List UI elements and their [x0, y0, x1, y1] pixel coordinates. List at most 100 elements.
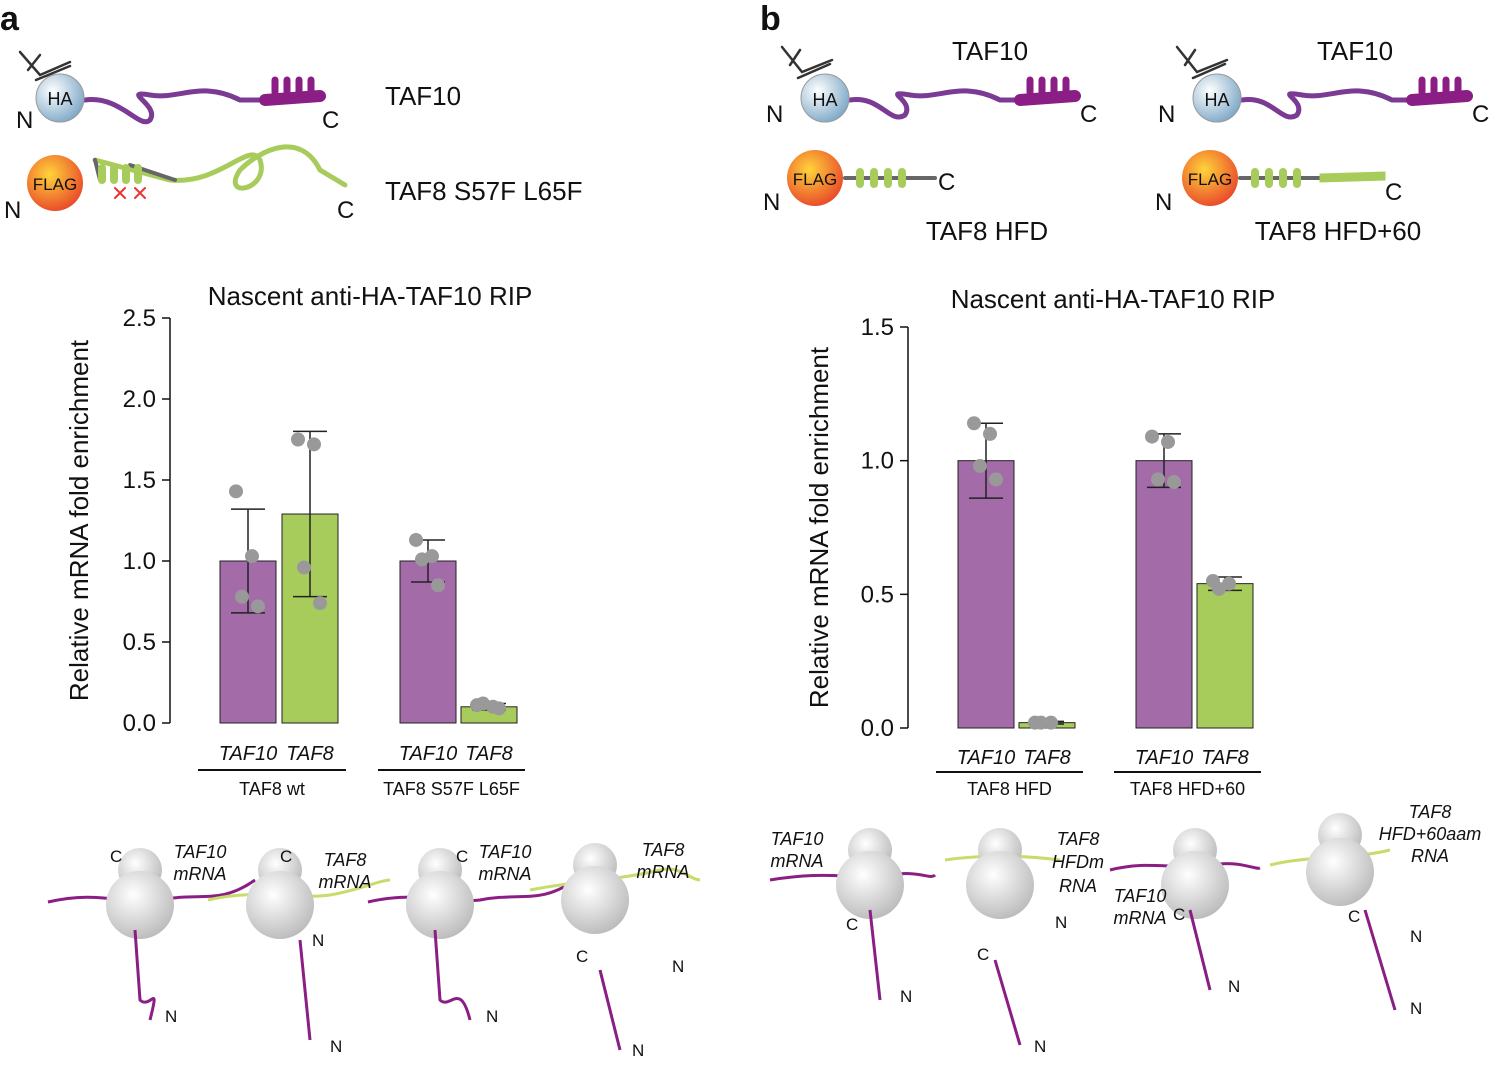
- x-tick-label: TAF8: [1201, 747, 1248, 769]
- diagram-label: FLAG: [1188, 170, 1232, 189]
- chart-title: Nascent anti-HA-TAF10 RIP: [208, 281, 533, 311]
- diagram-label: HFDm: [1052, 852, 1104, 872]
- diagram-label: N: [1155, 189, 1172, 216]
- x-tick-label: TAF10: [1135, 747, 1194, 769]
- y-tick-label: 1.0: [123, 548, 156, 575]
- diagram-label: TAF8: [642, 840, 685, 860]
- bar: [399, 560, 457, 724]
- diagram-label: mRNA: [479, 864, 532, 884]
- y-tick-label: 0.5: [861, 581, 894, 608]
- diagram-label: C: [1348, 907, 1360, 926]
- y-tick-label: 1.0: [861, 448, 894, 475]
- diagram-label: C: [977, 945, 989, 964]
- diagram-label: N: [165, 1007, 177, 1026]
- diagram-label: C: [846, 915, 858, 934]
- data-point: [291, 432, 305, 447]
- panel-label: b: [760, 0, 781, 38]
- diagram-label: mRNA: [637, 862, 690, 882]
- y-tick-label: 0.0: [123, 710, 156, 737]
- diagram-label: TAF10: [479, 842, 532, 862]
- diagram-label: FLAG: [33, 175, 77, 194]
- diagram-label: C: [1173, 905, 1185, 924]
- diagram-label: C: [1472, 101, 1489, 128]
- data-point: [313, 596, 327, 611]
- diagram-label: N: [330, 1037, 342, 1056]
- diagram-label: C: [110, 847, 122, 866]
- diagram-label: TAF10: [1114, 886, 1167, 906]
- data-point: [251, 599, 265, 614]
- y-tick-label: 0.0: [861, 715, 894, 742]
- data-point: [431, 578, 445, 593]
- x-tick-label: TAF10: [957, 747, 1016, 769]
- data-point: [1212, 581, 1226, 596]
- diagram-label: FLAG: [793, 170, 837, 189]
- diagram-label: RNA: [1059, 876, 1097, 896]
- x-tick-label: TAF8: [465, 743, 512, 765]
- data-point: [989, 472, 1003, 487]
- diagram-label: C: [337, 197, 354, 224]
- diagram-label: HFD+60aam: [1379, 824, 1482, 844]
- panel-label: a: [0, 0, 20, 38]
- y-axis-label: Relative mRNA fold enrichment: [64, 339, 94, 701]
- diagram-label: TAF8: [1057, 829, 1100, 849]
- data-point: [297, 560, 311, 575]
- x-tick-label: TAF8: [1023, 747, 1070, 769]
- diagram-label: TAF8: [324, 850, 367, 870]
- data-point: [245, 549, 259, 564]
- diagram-label: HA: [812, 90, 837, 110]
- diagram-label: N: [1158, 101, 1175, 128]
- data-point: [973, 459, 987, 474]
- y-tick-label: 1.5: [123, 467, 156, 494]
- data-point: [1034, 715, 1048, 730]
- data-point: [1145, 429, 1159, 444]
- diagram-label: N: [16, 107, 33, 134]
- diagram-label: N: [763, 189, 780, 216]
- diagram-label: N: [672, 957, 684, 976]
- diagram-label: mRNA: [319, 872, 372, 892]
- ribosome-diagrams: [47, 813, 1397, 1051]
- data-point: [983, 426, 997, 441]
- data-point: [967, 416, 981, 431]
- data-point: [235, 589, 249, 604]
- y-tick-label: 2.5: [123, 305, 156, 332]
- diagram-label: N: [1410, 927, 1422, 946]
- diagram-label: N: [312, 931, 324, 950]
- group-label: TAF8 HFD+60: [1130, 779, 1245, 799]
- diagram-label: C: [322, 107, 339, 134]
- data-point: [409, 532, 423, 547]
- data-point: [307, 437, 321, 452]
- x-tick-label: TAF8: [286, 743, 333, 765]
- chart-title: Nascent anti-HA-TAF10 RIP: [951, 284, 1276, 314]
- data-point: [1151, 472, 1165, 487]
- diagram-label: mRNA: [771, 851, 824, 871]
- x-tick-label: TAF10: [399, 743, 458, 765]
- group-label: TAF8 HFD: [967, 779, 1052, 799]
- diagram-label: N: [1228, 977, 1240, 996]
- diagram-label: C: [456, 847, 468, 866]
- diagram-label: TAF8: [1409, 802, 1452, 822]
- diagram-label: C: [576, 947, 588, 966]
- diagram-label: HA: [1204, 90, 1229, 110]
- data-point: [1161, 434, 1175, 449]
- data-point: [415, 552, 429, 567]
- data-point: [229, 484, 243, 499]
- bar: [957, 460, 1015, 729]
- x-tick-label: TAF10: [219, 743, 278, 765]
- diagram-label: TAF10: [1317, 36, 1393, 66]
- diagram-label: N: [900, 987, 912, 1006]
- y-axis-label: Relative mRNA fold enrichment: [804, 346, 834, 708]
- diagram-label: C: [1080, 101, 1097, 128]
- group-label: TAF8 wt: [239, 779, 305, 799]
- diagram-label: HA: [47, 89, 72, 109]
- diagram-label: N: [4, 197, 21, 224]
- y-tick-label: 1.5: [861, 314, 894, 341]
- bar: [1135, 460, 1193, 729]
- diagram-label: mRNA: [1114, 908, 1167, 928]
- data-point: [1044, 715, 1058, 730]
- data-point: [476, 696, 490, 711]
- diagram-label: N: [486, 1007, 498, 1026]
- diagram-label: C: [938, 169, 955, 196]
- diagram-label: N: [766, 101, 783, 128]
- diagram-label: TAF8 S57F L65F: [385, 176, 583, 206]
